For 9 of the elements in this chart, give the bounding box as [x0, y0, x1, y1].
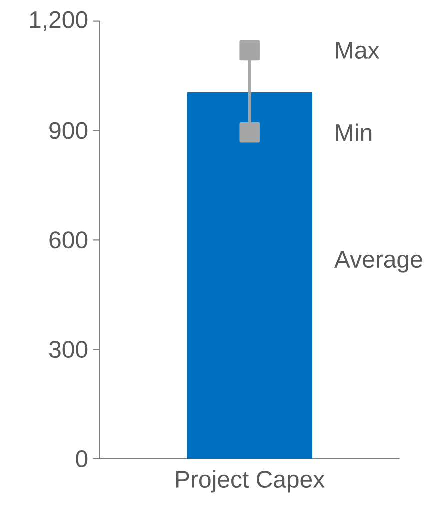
text: Average — [334, 251, 422, 273]
x-tick-label: Project Capex — [176, 470, 325, 493]
y-tick-label: 0 — [76, 450, 88, 468]
text: Min — [336, 124, 372, 142]
text: Max — [336, 42, 380, 60]
y-tick-label: 300 — [49, 341, 88, 358]
y-tick-label: 1,200 — [30, 11, 88, 32]
y-tick-label: 600 — [50, 232, 88, 249]
y-tick-label: 900 — [50, 122, 88, 140]
